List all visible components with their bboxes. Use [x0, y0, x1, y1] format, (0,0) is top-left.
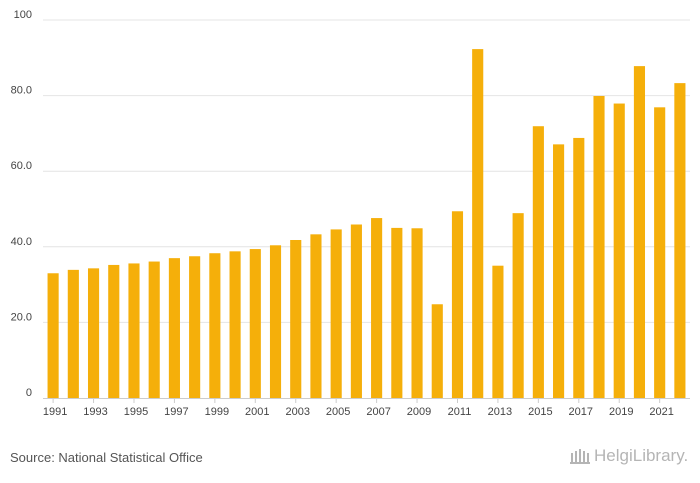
bar-2007	[371, 218, 383, 398]
y-tick-label: 40.0	[11, 236, 32, 248]
bar-2005	[330, 229, 342, 398]
bar-2001	[249, 249, 261, 398]
bar-2017	[573, 137, 585, 398]
bar-2009	[411, 228, 423, 398]
source-note: Source: National Statistical Office	[10, 450, 203, 465]
bar-2008	[391, 227, 403, 398]
bar-1998	[189, 256, 201, 398]
x-tick-label: 2015	[528, 406, 552, 418]
bar-2020	[633, 66, 646, 398]
bar-2003	[290, 239, 302, 398]
bar-2022	[674, 83, 686, 398]
bar-1996	[148, 261, 160, 398]
x-tick-label: 2011	[448, 406, 472, 418]
bar-1999	[209, 253, 221, 398]
x-tick-label: 2005	[326, 406, 350, 418]
gridlines	[43, 19, 690, 323]
x-tick-label: 2019	[609, 406, 633, 418]
y-tick-label: 0	[26, 387, 32, 399]
bar-1995	[128, 263, 140, 398]
bars	[47, 49, 686, 399]
y-tick-label: 100	[14, 9, 32, 21]
x-tick-label: 1993	[83, 406, 107, 418]
bar-1997	[168, 258, 180, 398]
bar-2016	[553, 144, 565, 398]
x-tick-label: 1991	[43, 406, 67, 418]
bar-2014	[512, 213, 524, 398]
bar-1991	[47, 273, 59, 398]
y-tick-label: 80.0	[11, 85, 32, 97]
bar-1993	[87, 268, 100, 398]
bar-2012	[472, 49, 484, 399]
x-tick-label: 2013	[488, 406, 512, 418]
y-tick-label: 60.0	[11, 160, 32, 172]
bar-chart: 0 20.0 40.0 60.0 80.0 100 1991 1993 1995 1997 1999…	[11, 9, 690, 418]
y-tick-label: 20.0	[11, 311, 32, 323]
bar-2002	[269, 245, 282, 398]
bar-2006	[350, 224, 362, 398]
bar-2004	[310, 234, 322, 398]
bar-2013	[492, 265, 504, 398]
x-tick-label: 2017	[569, 406, 593, 418]
bar-2019	[613, 103, 625, 399]
x-tick-label: 1999	[205, 406, 229, 418]
x-tick-label: 2021	[649, 406, 673, 418]
axes: 0 20.0 40.0 60.0 80.0 100 1991 1993 1995 1997 1999…	[11, 9, 690, 418]
library-building-icon	[570, 449, 590, 464]
bar-2000	[229, 251, 241, 398]
bar-2018	[593, 95, 605, 398]
bar-1994	[108, 264, 120, 398]
x-tick-label: 1997	[164, 406, 188, 418]
x-tick-label: 2007	[366, 406, 390, 418]
x-tick-label: 1995	[124, 406, 148, 418]
helgi-library-logo: HelgiLibrary.	[569, 446, 688, 466]
x-tick-label: 2001	[245, 406, 269, 418]
x-tick-label: 2009	[407, 406, 431, 418]
bar-2010	[431, 304, 443, 398]
bar-1992	[67, 269, 79, 398]
logo-text: HelgiLibrary.	[594, 446, 689, 465]
x-tick-label: 2003	[285, 406, 309, 418]
bar-2021	[654, 107, 666, 399]
bar-2015	[532, 126, 544, 398]
bar-2011	[451, 211, 464, 398]
